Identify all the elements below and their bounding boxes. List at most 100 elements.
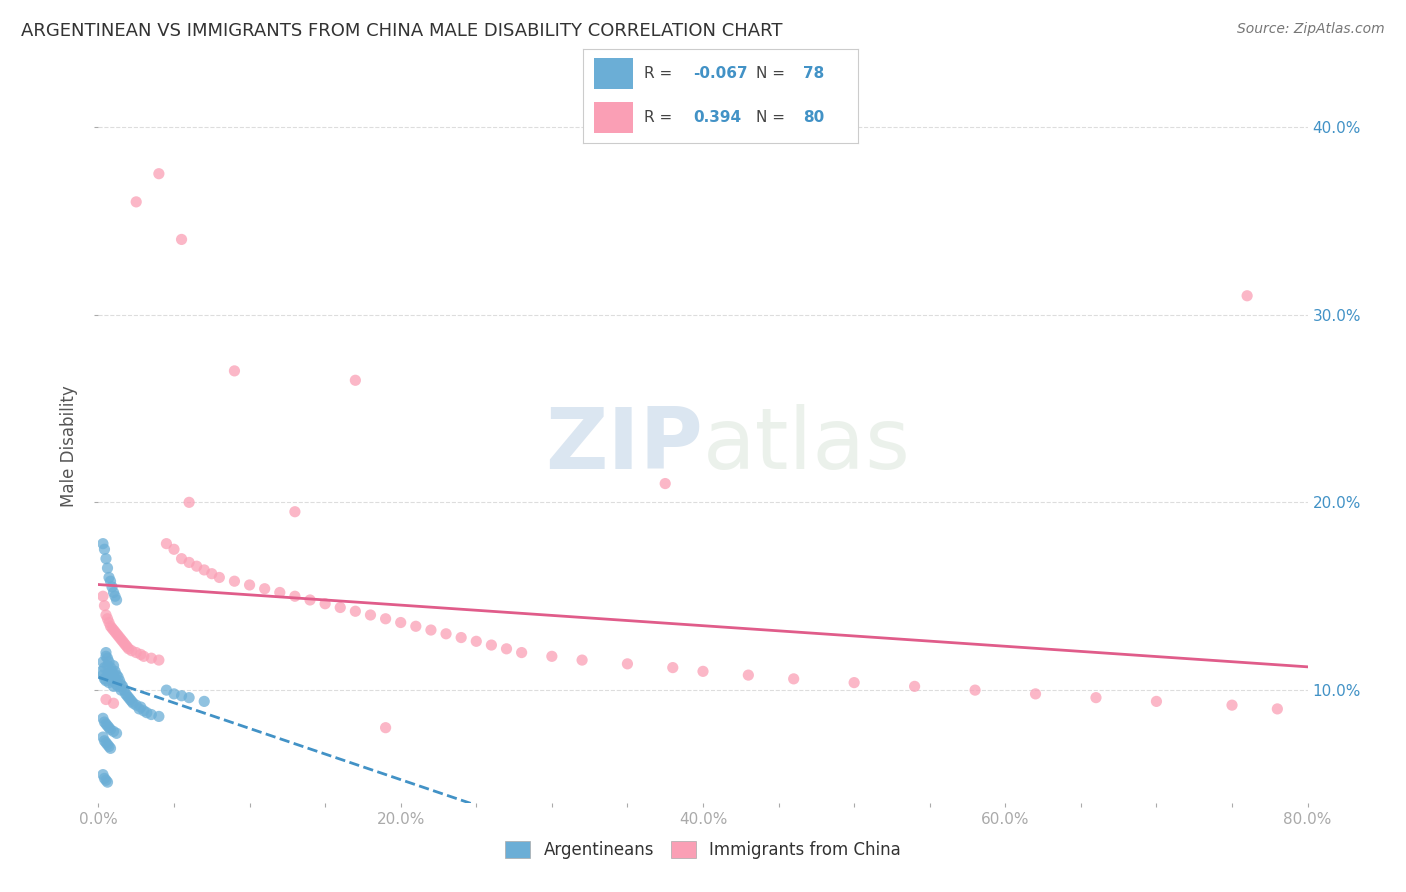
Point [91, 730, 114, 744]
Point [90, 665, 112, 679]
Point [118, 690, 141, 705]
Point [93, 672, 115, 686]
Point [114, 687, 136, 701]
Point [103, 623, 125, 637]
Point [93, 772, 115, 786]
Point [132, 649, 155, 664]
Point [104, 589, 127, 603]
Point [239, 578, 262, 592]
Point [155, 536, 177, 550]
Point [91, 668, 114, 682]
Point [1220, 698, 1243, 713]
Point [110, 683, 132, 698]
Point [269, 585, 291, 599]
Point [108, 673, 131, 688]
Text: R =: R = [644, 66, 672, 81]
Point [96, 658, 118, 673]
Point [121, 694, 143, 708]
Point [94, 692, 117, 706]
Point [186, 559, 208, 574]
Point [100, 660, 122, 674]
Point [125, 194, 148, 209]
Point [616, 657, 638, 671]
Point [107, 629, 129, 643]
Point [389, 615, 412, 630]
Point [98, 570, 121, 584]
Point [132, 704, 155, 718]
Point [94, 607, 117, 622]
Point [1085, 690, 1108, 705]
Point [93, 599, 115, 613]
Text: 80: 80 [803, 111, 824, 126]
Point [450, 631, 472, 645]
Point [193, 694, 215, 708]
Point [91, 589, 114, 603]
Point [100, 574, 122, 589]
Point [148, 653, 170, 667]
Point [540, 649, 562, 664]
Point [101, 621, 124, 635]
Point [114, 638, 136, 652]
Point [253, 582, 276, 596]
Text: ARGENTINEAN VS IMMIGRANTS FROM CHINA MALE DISABILITY CORRELATION CHART: ARGENTINEAN VS IMMIGRANTS FROM CHINA MAL… [21, 22, 783, 40]
Point [104, 665, 127, 679]
Text: ZIP: ZIP [546, 404, 703, 488]
Point [405, 619, 427, 633]
Point [135, 706, 157, 720]
Point [179, 556, 201, 570]
Point [98, 675, 121, 690]
Point [96, 775, 118, 789]
Point [98, 615, 121, 630]
Point [105, 677, 128, 691]
Point [692, 665, 714, 679]
Point [148, 167, 170, 181]
Point [93, 734, 115, 748]
Point [105, 593, 128, 607]
Point [1236, 289, 1258, 303]
Point [120, 692, 142, 706]
Text: -0.067: -0.067 [693, 66, 748, 81]
Point [141, 651, 163, 665]
Point [360, 607, 382, 622]
Point [91, 767, 114, 781]
Text: R =: R = [644, 111, 672, 126]
Point [93, 714, 115, 729]
Point [104, 624, 127, 639]
Point [111, 634, 134, 648]
Text: N =: N = [756, 111, 785, 126]
Point [115, 689, 138, 703]
Point [122, 696, 145, 710]
Point [94, 673, 117, 688]
Point [654, 476, 676, 491]
Point [1024, 687, 1046, 701]
Point [208, 570, 231, 584]
Point [111, 679, 134, 693]
Point [179, 495, 201, 509]
Point [224, 364, 246, 378]
Bar [595, 59, 633, 89]
Text: atlas: atlas [703, 404, 911, 488]
Point [96, 668, 118, 682]
Point [374, 721, 396, 735]
Point [91, 536, 114, 550]
Point [115, 640, 138, 654]
Point [129, 700, 152, 714]
Point [299, 593, 322, 607]
Point [98, 655, 121, 669]
Point [1267, 702, 1289, 716]
Point [481, 638, 503, 652]
Point [105, 668, 128, 682]
Point [495, 641, 517, 656]
Point [118, 641, 141, 656]
Point [374, 612, 396, 626]
Point [103, 585, 125, 599]
Point [344, 373, 367, 387]
Point [94, 649, 117, 664]
Point [129, 648, 152, 662]
Point [571, 653, 593, 667]
Point [125, 698, 148, 713]
Point [224, 574, 246, 589]
Text: Source: ZipAtlas.com: Source: ZipAtlas.com [1237, 22, 1385, 37]
Point [98, 739, 121, 754]
Point [100, 619, 122, 633]
